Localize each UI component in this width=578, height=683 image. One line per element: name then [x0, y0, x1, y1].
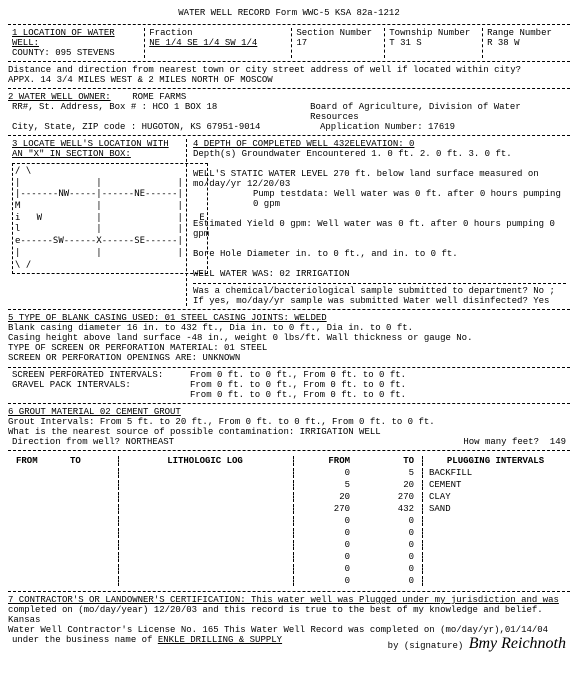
- s6-l2: What is the nearest source of possible c…: [8, 427, 570, 437]
- s6-l1: Grout Intervals: From 5 ft. to 20 ft., F…: [8, 417, 570, 427]
- board: Board of Agriculture, Division of Water …: [306, 102, 570, 122]
- s3-label: 3 LOCATE WELL'S LOCATION WITH: [12, 139, 169, 149]
- table-row: 00: [10, 528, 568, 538]
- s7-l4a: under the business name of: [12, 635, 152, 645]
- range-value: R 38 W: [487, 38, 566, 48]
- s6-l3: Direction from well? NORTHEAST: [8, 437, 459, 447]
- section-5: 5 TYPE OF BLANK CASING USED: 01 STEEL CA…: [8, 309, 570, 403]
- th-to: TO: [64, 456, 116, 466]
- app-label: Application Number:: [320, 122, 423, 132]
- fraction-value: NE 1/4 SE 1/4 SW 1/4: [149, 38, 287, 48]
- app: 17619: [428, 122, 455, 132]
- addr-label: RR#, St. Address, Box # :: [12, 102, 147, 112]
- s6-label: 6 GROUT MATERIAL 02 CEMENT GROUT: [8, 407, 181, 417]
- section-value: 17: [296, 38, 380, 48]
- plugging-section: FROM TO LITHOLOGIC LOG FROM TO PLUGGING …: [8, 450, 570, 591]
- th-log: LITHOLOGIC LOG: [118, 456, 291, 466]
- s5-l2: Casing height above land surface -48 in.…: [8, 333, 570, 343]
- section-6: 6 GROUT MATERIAL 02 CEMENT GROUT Grout I…: [8, 403, 570, 450]
- s7-l4b: ENKLE DRILLING & SUPPLY: [158, 635, 282, 645]
- township-value: T 31 S: [389, 38, 478, 48]
- range-label: Range Number: [487, 28, 566, 38]
- section-1-dist: Distance and direction from nearest town…: [8, 61, 570, 88]
- table-row: 00: [10, 516, 568, 526]
- plugging-table: FROM TO LITHOLOGIC LOG FROM TO PLUGGING …: [8, 454, 570, 588]
- th-from2: FROM: [293, 456, 356, 466]
- township-label: Township Number: [389, 28, 478, 38]
- signature: Bmy Reichnoth: [469, 635, 566, 652]
- s5-l4: SCREEN OR PERFORATION OPENINGS ARE: UNKN…: [8, 353, 570, 363]
- city: HUGOTON, KS 67951-9014: [142, 122, 261, 132]
- th-int: PLUGGING INTERVALS: [422, 456, 568, 466]
- s5-l3: TYPE OF SCREEN OR PERFORATION MATERIAL: …: [8, 343, 570, 353]
- section-1: 1 LOCATION OF WATER WELL: COUNTY: 095 ST…: [8, 24, 570, 61]
- owner: ROME FARMS: [132, 92, 186, 102]
- county-value: 095 STEVENS: [55, 48, 114, 58]
- gravel-1: From 0 ft. to 0 ft., From 0 ft. to 0 ft.: [186, 380, 410, 390]
- table-row: 20270CLAY: [10, 492, 568, 502]
- s4-chem2: If yes, mo/day/yr sample was submitted W…: [193, 296, 566, 306]
- s4-static: WELL'S STATIC WATER LEVEL 270 ft. below …: [193, 169, 566, 189]
- s4-bore: Bore Hole Diameter in. to 0 ft., and in.…: [193, 249, 566, 259]
- gravel-label: GRAVEL PACK INTERVALS:: [8, 380, 186, 390]
- dist-q: Distance and direction from nearest town…: [8, 65, 570, 75]
- city-label: City, State, ZIP code :: [12, 122, 136, 132]
- addr: HCO 1 BOX 18: [152, 102, 217, 112]
- county-label: COUNTY:: [12, 48, 50, 58]
- screen-label: SCREEN PERFORATED INTERVALS:: [8, 370, 186, 380]
- s7-l2: completed on (mo/day/year) 12/20/03 and …: [8, 605, 570, 625]
- gravel-2: From 0 ft. to 0 ft., From 0 ft. to 0 ft.: [186, 390, 410, 400]
- s4-use: WELL WATER WAS: 02 IRRIGATION: [193, 269, 566, 279]
- form-title: WATER WELL RECORD Form WWC-5 KSA 82a-121…: [8, 8, 570, 18]
- fraction-label: Fraction: [149, 28, 287, 38]
- s4-pump: Pump testdata: Well water was 0 ft. afte…: [193, 189, 566, 209]
- s2-label: 2 WATER WELL OWNER:: [8, 92, 111, 102]
- table-row: 520CEMENT: [10, 480, 568, 490]
- table-row: 00: [10, 564, 568, 574]
- s5-l1: Blank casing diameter 16 in. to 432 ft.,…: [8, 323, 570, 333]
- s7-l3: Water Well Contractor's License No. 165 …: [8, 625, 570, 635]
- table-row: 05BACKFILL: [10, 468, 568, 478]
- s4-yield: Estimated Yield 0 gpm: Well water was 0 …: [193, 219, 566, 239]
- s7-l1: 7 CONTRACTOR'S OR LANDOWNER'S CERTIFICAT…: [8, 595, 559, 605]
- th-to2: TO: [358, 456, 420, 466]
- section-label: Section Number: [296, 28, 380, 38]
- feet-value: 149: [550, 437, 566, 447]
- section-7: 7 CONTRACTOR'S OR LANDOWNER'S CERTIFICAT…: [8, 591, 570, 656]
- section-2: 2 WATER WELL OWNER: ROME FARMS RR#, St. …: [8, 88, 570, 135]
- table-row: 00: [10, 552, 568, 562]
- s4-depth: Depth(s) Groundwater Encountered 1. 0 ft…: [193, 149, 566, 159]
- s4-label: 4 DEPTH OF COMPLETED WELL 432ELEVATION: …: [193, 139, 414, 149]
- s1-label: 1 LOCATION OF WATER WELL:: [12, 28, 115, 48]
- s3-label2: AN "X" IN SECTION BOX:: [12, 149, 182, 159]
- location-grid: / \ | | | |-------NW-----|------NE------…: [12, 163, 208, 274]
- s5-label: 5 TYPE OF BLANK CASING USED: 01 STEEL CA…: [8, 313, 327, 323]
- th-from: FROM: [10, 456, 62, 466]
- table-row: 00: [10, 540, 568, 550]
- s4-chem: Was a chemical/bacteriological sample su…: [193, 286, 566, 296]
- table-row: 270432SAND: [10, 504, 568, 514]
- dist-a: APPX. 14 3/4 MILES WEST & 2 MILES NORTH …: [8, 75, 570, 85]
- screen-1: From 0 ft. to 0 ft., From 0 ft. to 0 ft.: [186, 370, 410, 380]
- table-row: 00: [10, 576, 568, 586]
- s7-l4c: by (signature): [388, 641, 464, 651]
- feet-label: How many feet?: [463, 437, 539, 447]
- section-3-4: 3 LOCATE WELL'S LOCATION WITH AN "X" IN …: [8, 135, 570, 309]
